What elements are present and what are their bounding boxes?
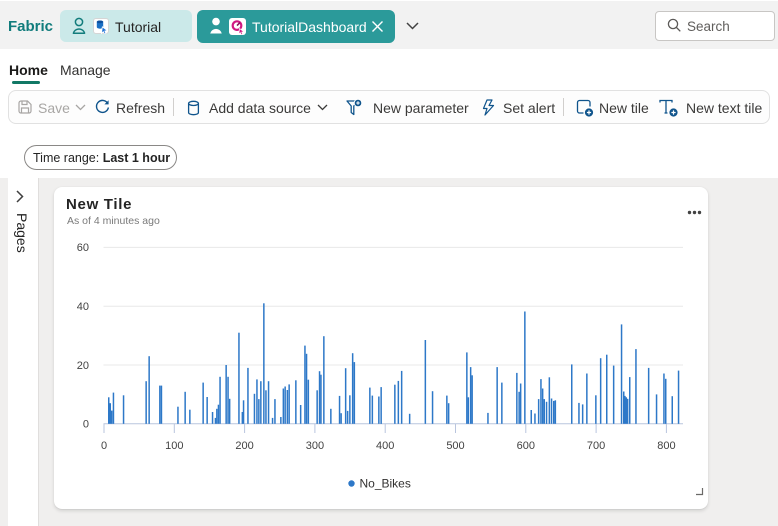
svg-text:600: 600 <box>517 440 535 452</box>
svg-text:100: 100 <box>165 440 183 452</box>
svg-text:700: 700 <box>587 440 605 452</box>
svg-text:0: 0 <box>101 440 107 452</box>
svg-text:60: 60 <box>77 242 89 254</box>
svg-text:800: 800 <box>657 440 675 452</box>
svg-text:0: 0 <box>83 419 89 431</box>
svg-text:No_Bikes: No_Bikes <box>360 477 411 491</box>
svg-text:300: 300 <box>306 440 324 452</box>
svg-text:40: 40 <box>77 301 89 313</box>
svg-text:400: 400 <box>376 440 394 452</box>
svg-text:20: 20 <box>77 360 89 372</box>
svg-text:200: 200 <box>235 440 253 452</box>
svg-text:500: 500 <box>446 440 464 452</box>
